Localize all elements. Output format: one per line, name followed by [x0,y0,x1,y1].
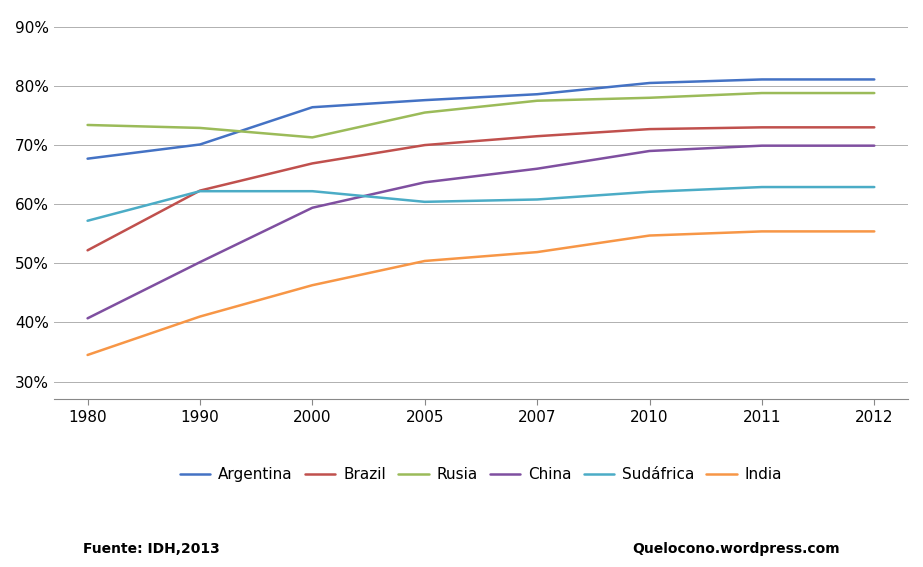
Brazil [419,142,430,149]
Text: Fuente: IDH,2013: Fuente: IDH,2013 [83,541,220,556]
Line: China: China [88,146,874,318]
Line: Argentina: Argentina [88,79,874,159]
India [419,257,430,264]
China [532,166,543,172]
Rusia [869,90,880,96]
Line: Sudáfrica: Sudáfrica [88,187,874,221]
Rusia [195,125,206,132]
Argentina [644,79,655,86]
Brazil [869,124,880,131]
China [419,179,430,186]
China [82,315,93,321]
Argentina [869,76,880,83]
Brazil [306,160,318,167]
Rusia [532,98,543,104]
Argentina [195,141,206,148]
Rusia [756,90,767,96]
Sudáfrica [419,198,430,205]
India [869,228,880,235]
Brazil [532,133,543,139]
Sudáfrica [82,217,93,224]
Sudáfrica [644,188,655,195]
Legend: Argentina, Brazil, Rusia, China, Sudáfrica, India: Argentina, Brazil, Rusia, China, Sudáfri… [174,461,788,488]
Rusia [82,121,93,128]
India [306,282,318,289]
Rusia [306,134,318,141]
Sudáfrica [532,196,543,203]
China [869,142,880,149]
Line: Rusia: Rusia [88,93,874,137]
China [644,147,655,154]
India [195,313,206,320]
China [756,142,767,149]
Argentina [756,76,767,83]
Brazil [756,124,767,131]
China [306,204,318,211]
Argentina [306,104,318,111]
Brazil [644,126,655,133]
Rusia [419,109,430,116]
Argentina [532,91,543,98]
Text: Quelocono.wordpress.com: Quelocono.wordpress.com [632,541,840,556]
China [195,259,206,265]
Rusia [644,94,655,101]
Line: Brazil: Brazil [88,128,874,250]
India [644,232,655,239]
Argentina [82,155,93,162]
Sudáfrica [756,184,767,191]
Brazil [82,247,93,253]
Sudáfrica [869,184,880,191]
Line: India: India [88,231,874,355]
India [82,352,93,358]
Argentina [419,97,430,104]
India [756,228,767,235]
Sudáfrica [195,188,206,194]
India [532,249,543,256]
Brazil [195,187,206,194]
Sudáfrica [306,188,318,194]
